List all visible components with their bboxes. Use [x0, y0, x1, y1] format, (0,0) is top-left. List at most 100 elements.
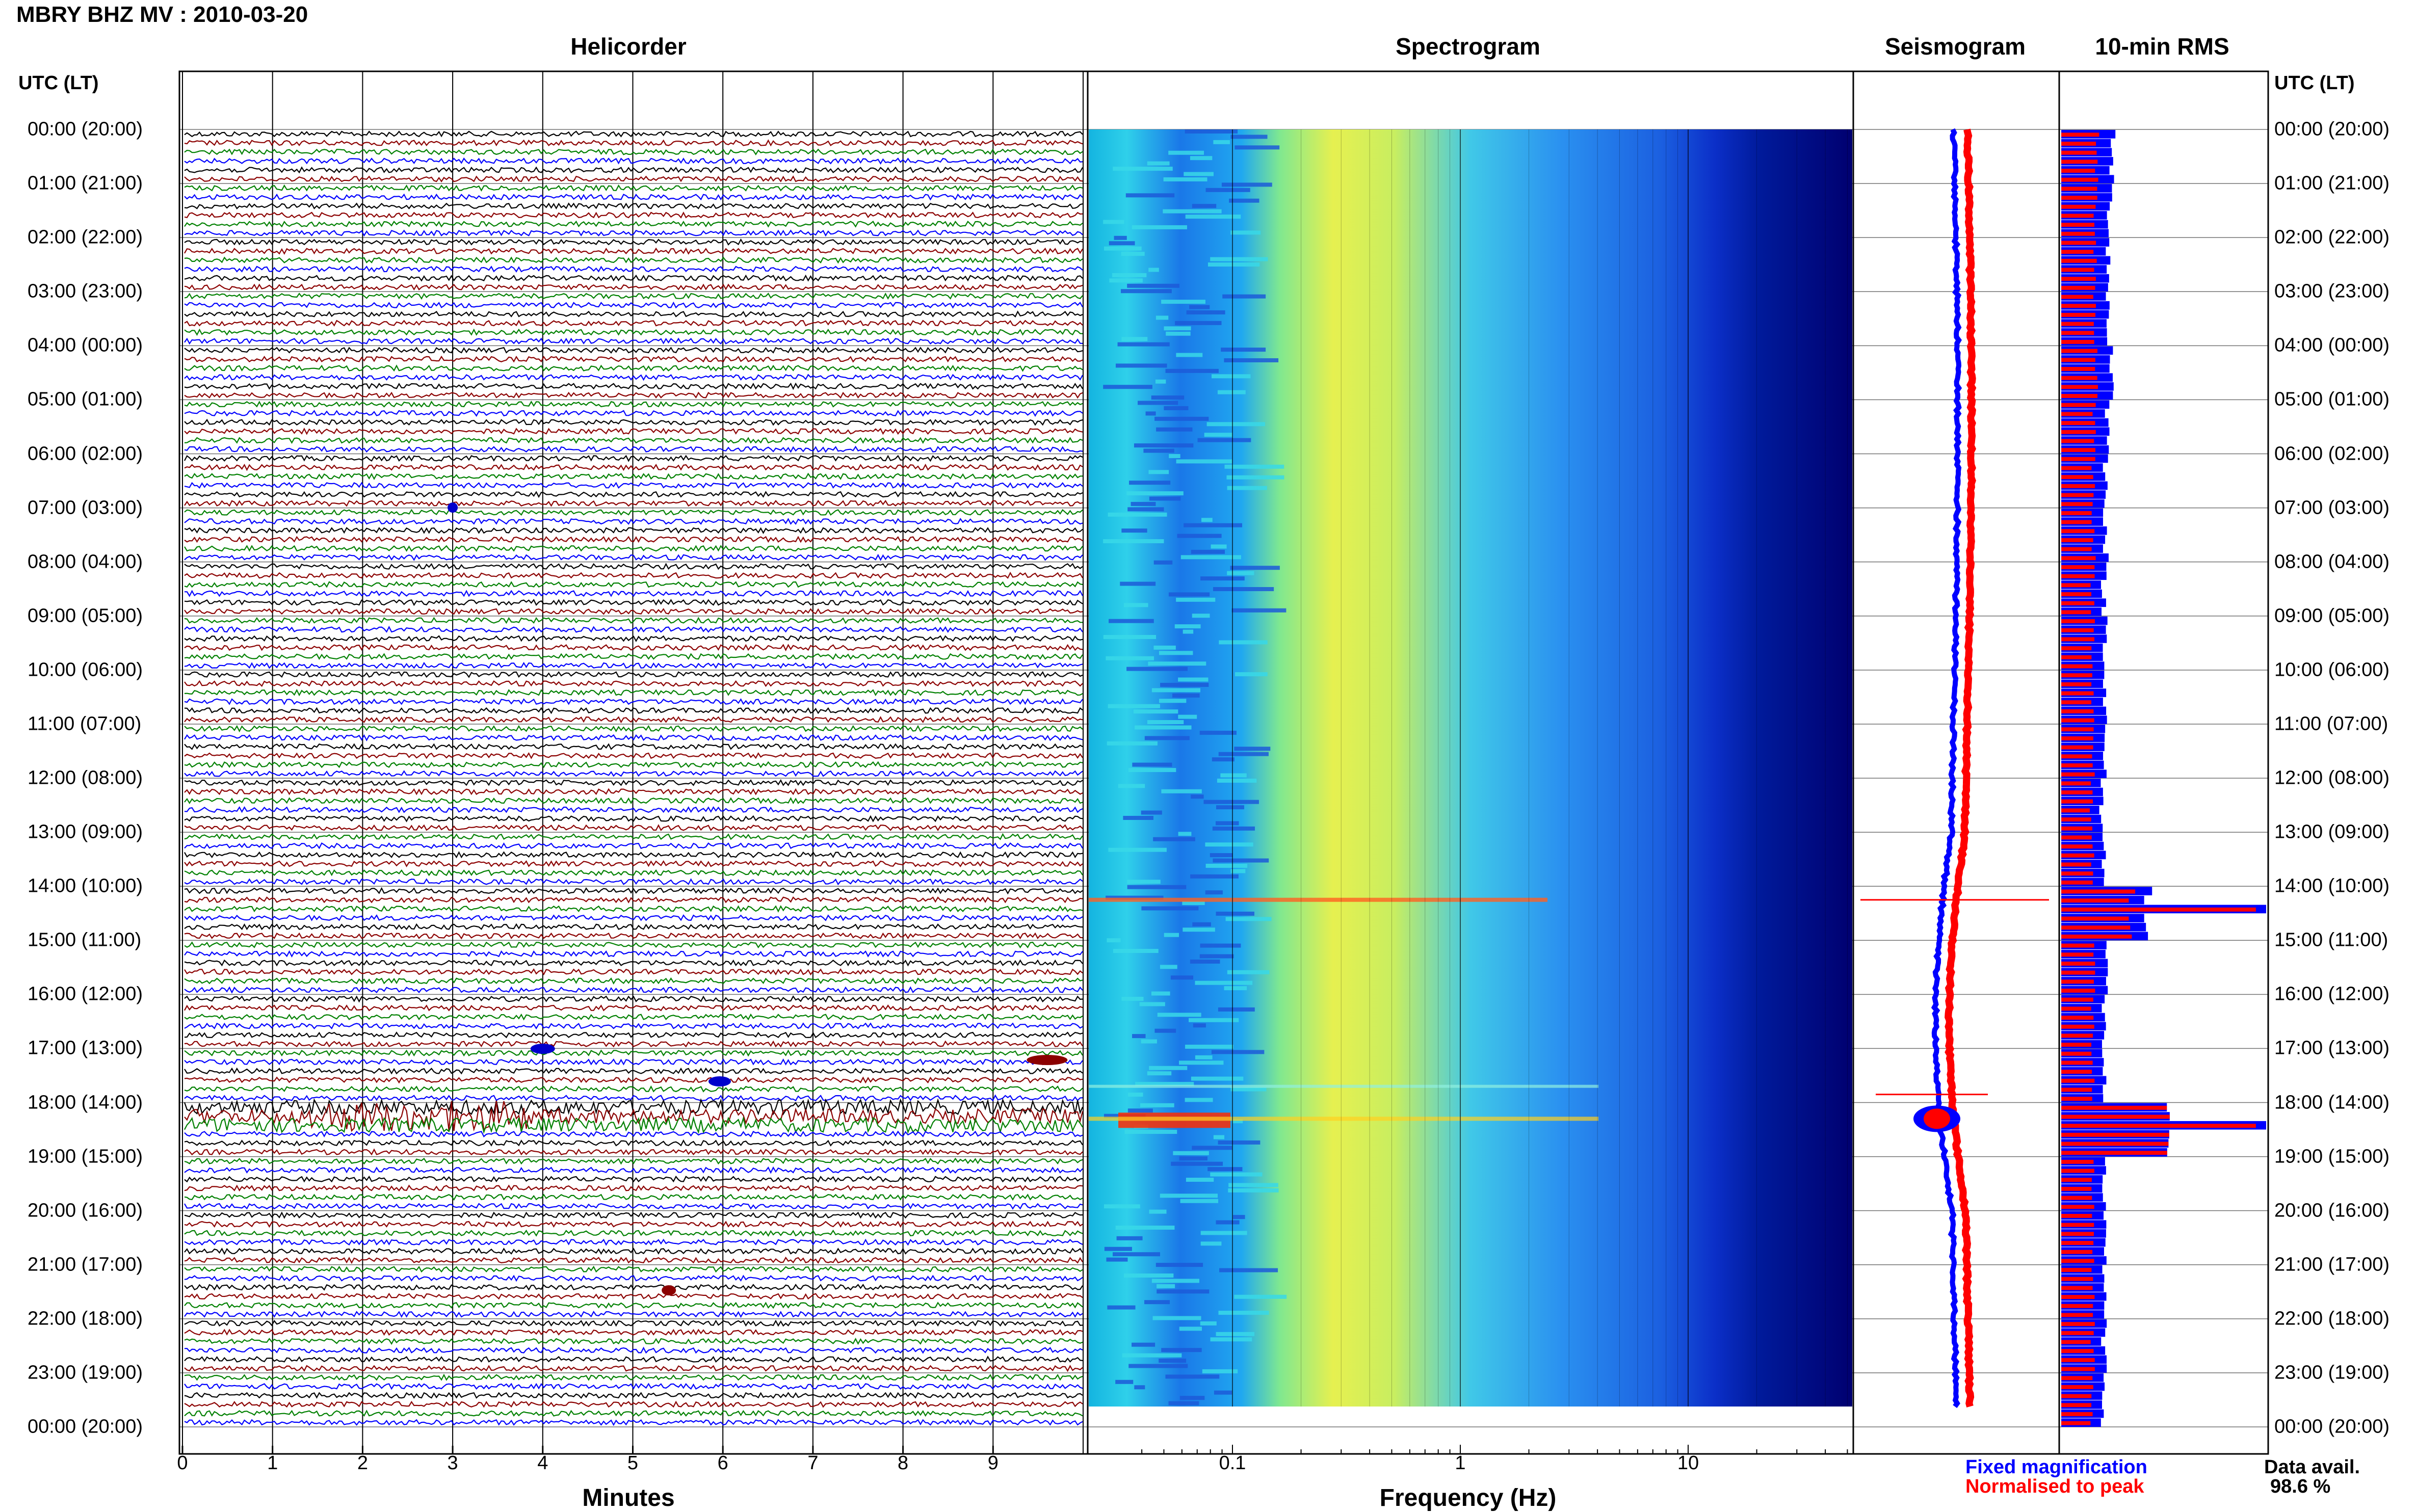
- helicorder-trace: [184, 1130, 1083, 1138]
- helicorder-trace: [184, 256, 1083, 264]
- spectrogram-band: [1206, 422, 1265, 427]
- rms-bar-normalised: [2061, 223, 2094, 227]
- minute-tick-label: 6: [717, 1452, 728, 1474]
- spectrogram-band: [1199, 730, 1237, 735]
- helicorder-trace: [183, 1098, 1084, 1116]
- time-label: 11:00 (07:00): [2274, 713, 2388, 735]
- rms-bar-normalised: [2061, 538, 2093, 542]
- rms-bar-normalised: [2061, 285, 2095, 290]
- rms-bar-normalised: [2061, 907, 2256, 912]
- spectrogram-band: [1149, 1209, 1167, 1214]
- spectrogram-band: [1133, 709, 1178, 714]
- spectrogram-band: [1235, 672, 1268, 677]
- spectrogram-band: [1191, 794, 1204, 799]
- spectrogram-band: [1191, 549, 1225, 554]
- rms-bar-normalised: [2061, 412, 2093, 416]
- helicorder-trace: [184, 1356, 1083, 1363]
- spectrogram-band: [1107, 741, 1158, 746]
- spectrogram-event: [1089, 1117, 1598, 1121]
- rms-bar-normalised: [2061, 1223, 2094, 1227]
- spectrogram-band: [1127, 507, 1164, 512]
- spectrogram-band: [1113, 167, 1173, 171]
- spectrogram-band: [1135, 1082, 1194, 1086]
- time-label: 21:00 (17:00): [28, 1254, 143, 1276]
- spectrogram-band: [1118, 784, 1145, 788]
- spectrogram-band: [1224, 464, 1284, 469]
- seismogram-burst: [1924, 1108, 1950, 1129]
- spectrogram-band: [1219, 1268, 1278, 1272]
- rms-bar-normalised: [2061, 312, 2096, 317]
- time-label: 05:00 (01:00): [2274, 388, 2390, 410]
- helicorder-trace: [184, 905, 1083, 913]
- rms-bar-normalised: [2061, 979, 2094, 984]
- spectrogram-band: [1221, 348, 1266, 352]
- rms-bar-normalised: [2061, 196, 2097, 200]
- helicorder-trace: [184, 698, 1083, 705]
- rms-bar-normalised: [2061, 592, 2091, 596]
- spectrogram-band: [1121, 996, 1144, 1001]
- spectrogram-band: [1200, 1231, 1247, 1235]
- spectrogram-band: [1213, 858, 1269, 863]
- spectrogram-band: [1166, 331, 1191, 336]
- rms-bar-normalised: [2061, 1232, 2094, 1236]
- data-avail-label: Data avail.: [2264, 1456, 2360, 1478]
- helicorder-trace: [184, 959, 1083, 967]
- helicorder-trace: [184, 914, 1083, 921]
- spectrogram-band: [1132, 1034, 1146, 1039]
- spectrogram-band: [1184, 523, 1243, 527]
- spectrogram-band: [1165, 368, 1219, 373]
- spectrogram-band: [1218, 1311, 1269, 1315]
- spectrogram-band: [1157, 1289, 1210, 1294]
- helicorder-trace: [184, 347, 1083, 354]
- rms-bar-normalised: [2061, 366, 2095, 371]
- helicorder-trace: [184, 671, 1083, 678]
- helicorder-trace: [184, 1383, 1083, 1390]
- spectrogram-band: [1195, 1055, 1213, 1059]
- spectrogram-band: [1126, 491, 1184, 496]
- helicorder-trace: [184, 941, 1083, 949]
- rms-bar-normalised: [2061, 988, 2095, 993]
- helicorder-trace: [184, 1238, 1083, 1246]
- time-label: 19:00 (15:00): [28, 1146, 143, 1168]
- spectrogram-band: [1218, 752, 1269, 756]
- helicorder-trace: [184, 1139, 1083, 1147]
- helicorder-trace: [184, 1094, 1083, 1102]
- spectrogram-band: [1124, 1130, 1177, 1134]
- spectrogram-band: [1120, 289, 1172, 294]
- seismogram-fixed-trace: [1931, 128, 1962, 1408]
- helicorder-trace: [184, 833, 1083, 840]
- spectrogram-band: [1126, 667, 1188, 671]
- rms-bar-normalised: [2061, 970, 2095, 975]
- time-label: 01:00 (21:00): [2274, 172, 2390, 194]
- rms-bar-normalised: [2061, 808, 2090, 813]
- time-label: 05:00 (01:00): [28, 388, 143, 410]
- time-label: 00:00 (20:00): [2274, 1416, 2390, 1438]
- rms-bar-normalised: [2061, 1304, 2093, 1308]
- rms-bar-normalised: [2061, 1124, 2256, 1128]
- helicorder-trace: [184, 743, 1083, 750]
- helicorder-trace: [184, 1184, 1083, 1192]
- spectrogram-band: [1159, 651, 1193, 655]
- rms-bar-normalised: [2061, 1142, 2169, 1146]
- helicorder-trace: [184, 1221, 1083, 1228]
- helicorder-trace: [184, 1049, 1083, 1057]
- spectrogram-band: [1141, 1039, 1157, 1044]
- helicorder-trace: [184, 1203, 1083, 1210]
- rms-bar-normalised: [2061, 1259, 2094, 1263]
- rms-bar-normalised: [2061, 160, 2098, 164]
- helicorder-trace: [184, 1166, 1083, 1174]
- seismic-event-mark: [530, 1044, 555, 1054]
- spectrogram-band: [1227, 571, 1254, 575]
- spectrogram-band: [1179, 1396, 1205, 1400]
- rms-bar-normalised: [2061, 322, 2094, 326]
- spectrogram-band: [1134, 1385, 1145, 1390]
- helicorder-trace: [184, 283, 1083, 291]
- rms-bar-normalised: [2061, 781, 2091, 786]
- spectrogram-band: [1145, 411, 1156, 416]
- spectrogram-band: [1216, 1332, 1255, 1336]
- time-label: 04:00 (00:00): [28, 334, 143, 356]
- rms-bar-normalised: [2061, 628, 2094, 632]
- helicorder-trace: [184, 617, 1083, 624]
- spectrogram-band: [1161, 789, 1202, 793]
